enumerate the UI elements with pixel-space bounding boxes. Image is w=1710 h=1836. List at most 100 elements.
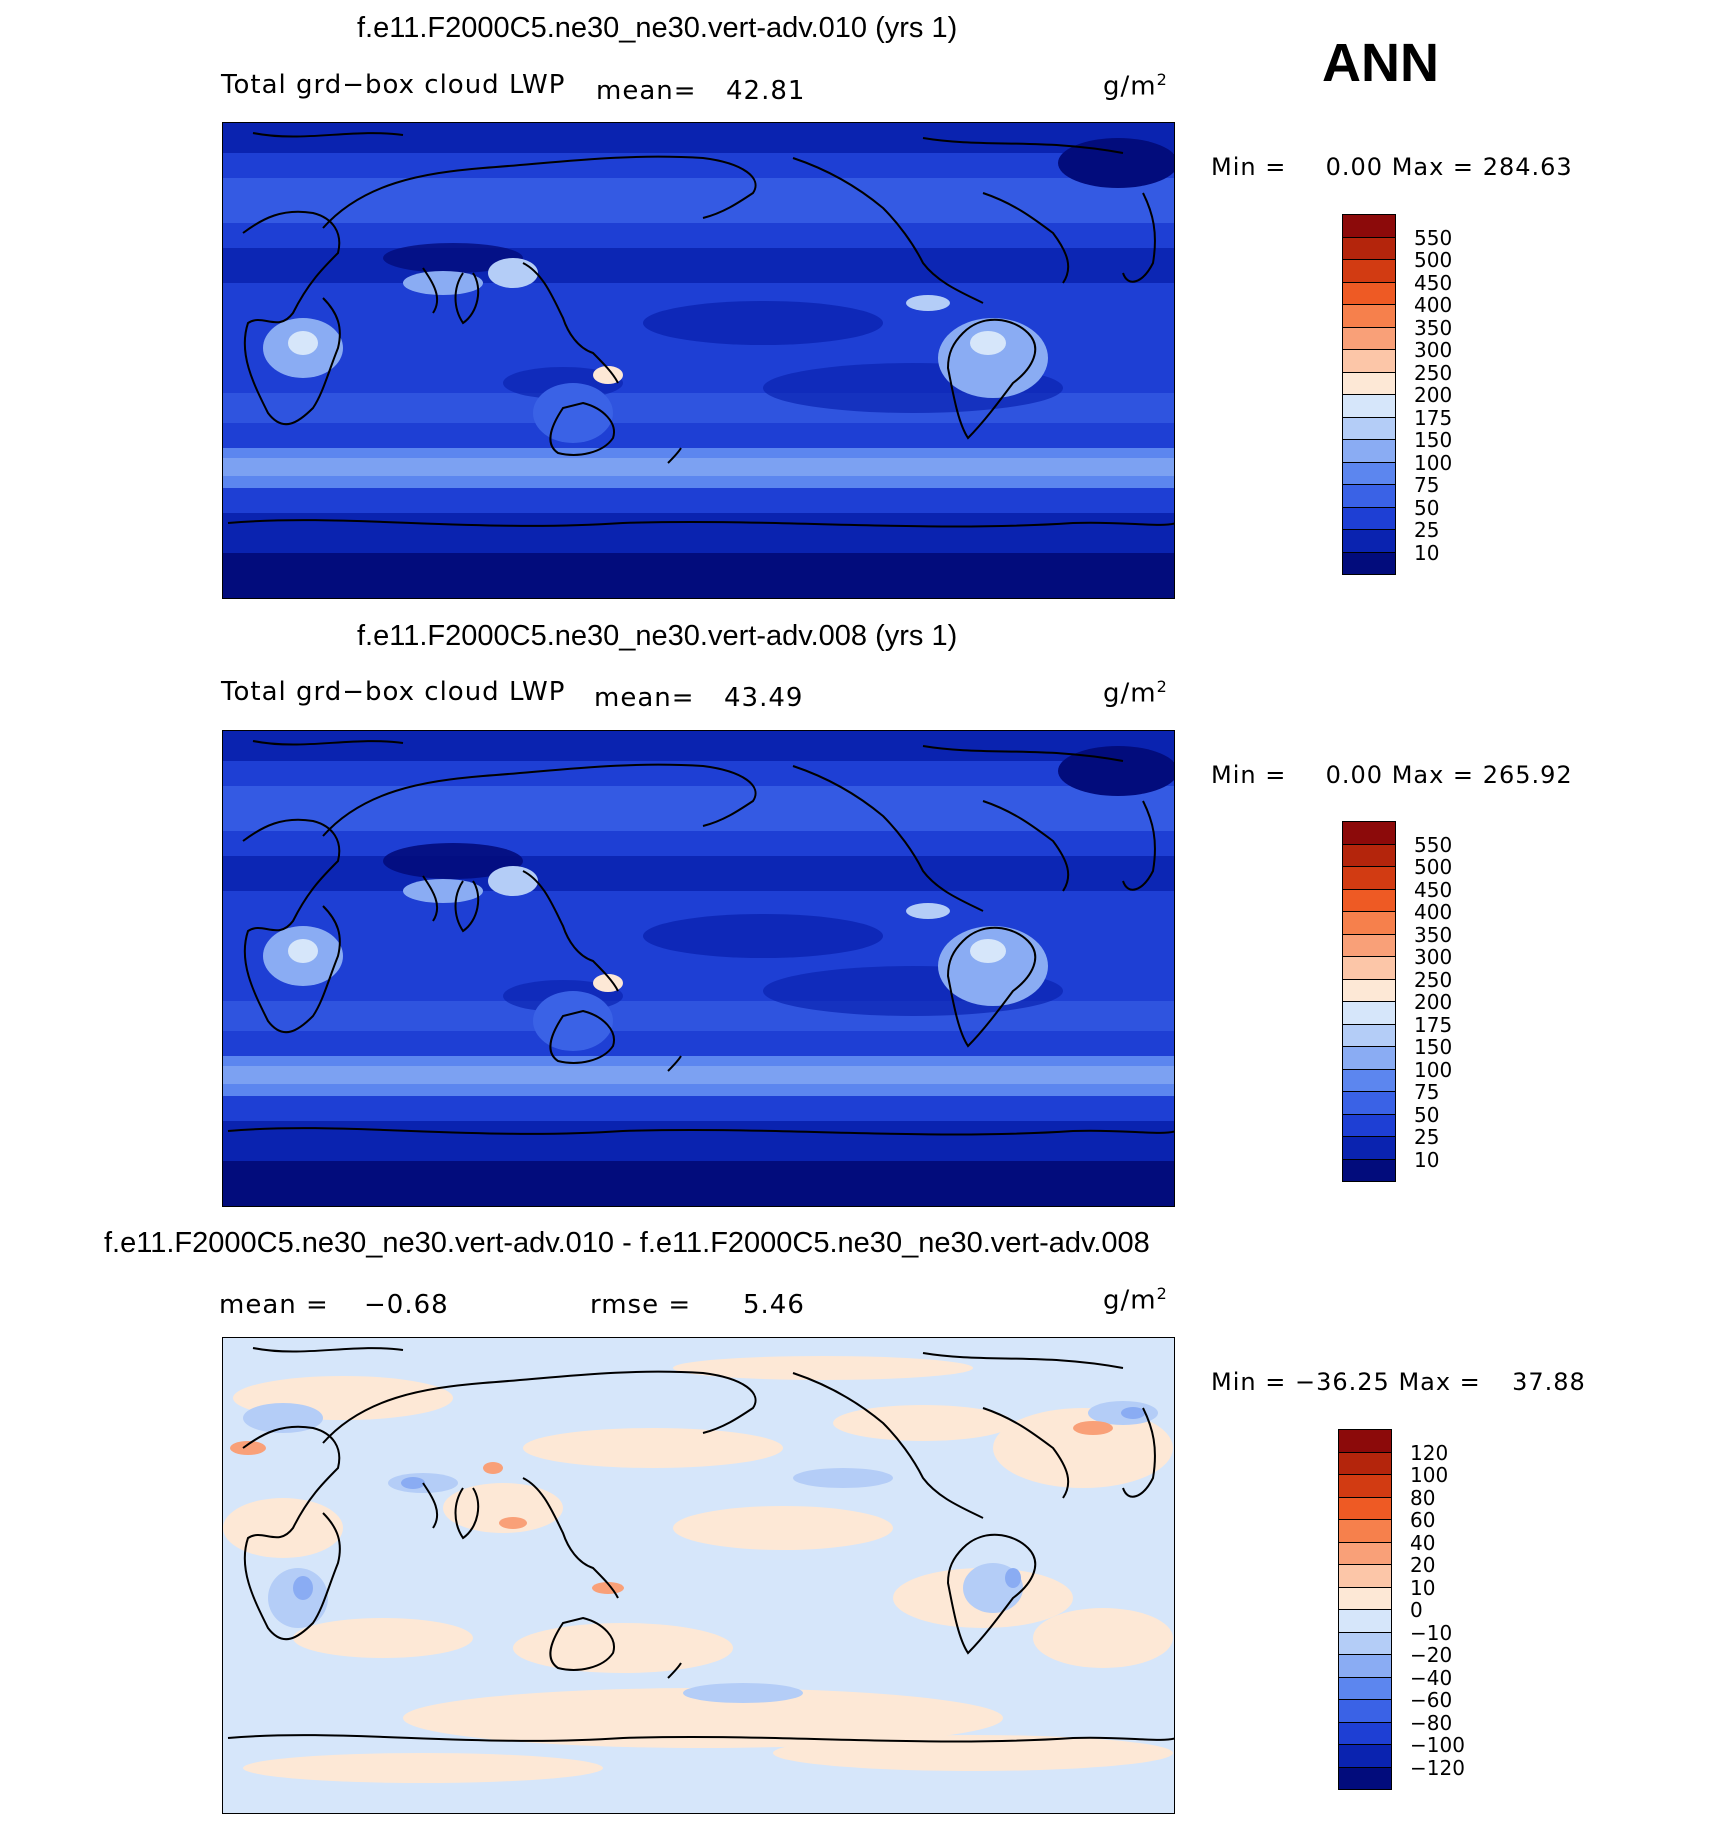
colorbar-tick-label: 10: [1414, 1147, 1440, 1172]
colorbar-swatch: [1338, 1676, 1392, 1700]
colorbar-tick-label: 500: [1414, 248, 1453, 272]
panel-2-mean-value: 43.49: [724, 683, 804, 713]
colorbar-tick-label: 40: [1410, 1530, 1436, 1555]
colorbar-swatch: [1342, 1158, 1396, 1182]
colorbar-swatch: [1342, 978, 1396, 1002]
panel-2-mean-label: mean=: [594, 683, 695, 713]
colorbar-tick-label: 80: [1410, 1485, 1436, 1510]
panel-1-map: [222, 122, 1175, 599]
colorbar-tick-label: 175: [1414, 405, 1453, 430]
colorbar-tick-label: 75: [1414, 473, 1440, 497]
colorbar-tick-label: 60: [1410, 1508, 1436, 1532]
colorbar-tick-label: 100: [1410, 1463, 1449, 1487]
colorbar-swatch: [1338, 1586, 1392, 1610]
colorbar-swatch: [1338, 1474, 1392, 1498]
panel-1-units: g/m2: [1103, 70, 1168, 102]
colorbar-swatch: [1342, 349, 1396, 373]
colorbar-swatch: [1342, 484, 1396, 508]
max-value: 265.92: [1482, 761, 1573, 789]
panel-1-variable: Total grd−box cloud LWP: [221, 70, 566, 100]
colorbar-tick-label: 175: [1414, 1012, 1453, 1037]
colorbar-swatch: [1342, 866, 1396, 890]
colorbar-tick-label: 400: [1414, 900, 1453, 924]
colorbar-swatch: [1342, 506, 1396, 530]
colorbar-swatch: [1338, 1609, 1392, 1633]
colorbar-tick-label: 300: [1414, 945, 1453, 969]
colorbar-swatch: [1338, 1541, 1392, 1565]
panel-2-variable: Total grd−box cloud LWP: [221, 677, 566, 707]
colorbar-swatch: [1342, 214, 1396, 238]
colorbar-swatch: [1342, 1023, 1396, 1047]
colorbar-tick-label: 250: [1414, 360, 1453, 385]
colorbar-swatch: [1342, 416, 1396, 440]
colorbar-swatch: [1342, 1136, 1396, 1160]
panel-1-map-svg: [223, 123, 1174, 598]
colorbar-swatch: [1338, 1519, 1392, 1543]
panel-3-mean-value: −0.68: [364, 1290, 449, 1320]
colorbar-swatch: [1342, 259, 1396, 283]
colorbar-tick-label: 150: [1414, 1035, 1453, 1059]
colorbar-tick-label: 350: [1414, 922, 1453, 947]
units-exponent: 2: [1156, 70, 1168, 89]
panel-1-colorbar: 550 500 450 400 350 300 250 200 175 150 100 75 50 25 1…: [1342, 214, 1452, 575]
panel-1-title: f.e11.F2000C5.ne30_ne30.vert-adv.010 (yr…: [357, 12, 958, 44]
panel-2-units: g/m2: [1103, 677, 1168, 709]
colorbar-tick-label: 550: [1414, 225, 1453, 250]
colorbar-swatch: [1342, 371, 1396, 395]
colorbar-swatch: [1342, 439, 1396, 463]
colorbar-tick-label: 0: [1410, 1598, 1423, 1622]
panel-3-map-svg: [223, 1338, 1174, 1813]
colorbar-swatch: [1338, 1496, 1392, 1520]
colorbar-tick-label: 550: [1414, 832, 1453, 857]
colorbar-tick-label: −20: [1410, 1643, 1453, 1667]
colorbar-swatch: [1342, 551, 1396, 575]
panel-1-mean-value: 42.81: [726, 76, 806, 106]
max-label: Max =: [1398, 1368, 1481, 1396]
min-value: 0.00: [1325, 761, 1384, 789]
units-exponent: 2: [1156, 1284, 1168, 1303]
panel-3-units: g/m2: [1103, 1284, 1168, 1316]
panel-2-title: f.e11.F2000C5.ne30_ne30.vert-adv.008 (yr…: [357, 620, 958, 652]
colorbar-tick-label: 100: [1414, 450, 1453, 475]
colorbar-swatch: [1342, 933, 1396, 957]
colorbar-swatch: [1342, 1001, 1396, 1025]
panel-3-mean-label: mean =: [219, 1290, 329, 1320]
panel-3-title: f.e11.F2000C5.ne30_ne30.vert-adv.010 - f…: [104, 1227, 1150, 1259]
colorbar-swatch: [1342, 956, 1396, 980]
colorbar-tick-label: 300: [1414, 338, 1453, 362]
min-label: Min =: [1211, 1368, 1287, 1396]
colorbar-swatch: [1342, 281, 1396, 305]
colorbar-swatch: [1338, 1429, 1392, 1453]
max-label: Max =: [1391, 153, 1475, 181]
min-label: Min =: [1211, 761, 1287, 789]
colorbar-swatch: [1338, 1564, 1392, 1588]
min-label: Min =: [1211, 153, 1287, 181]
colorbar-swatch: [1338, 1721, 1392, 1745]
colorbar-swatch: [1342, 304, 1396, 328]
panel-3-colorbar: 120 100 80 60 40 20 10 0 −10 −20 −40 −60 −80 −100 −120: [1338, 1429, 1465, 1790]
colorbar-tick-label: 150: [1414, 428, 1453, 452]
panel-2-colorbar: 550 500 450 400 350 300 250 200 175 150 100 75 50 25 1…: [1342, 821, 1452, 1182]
colorbar-tick-label: 400: [1414, 293, 1453, 317]
colorbar-swatch: [1338, 1766, 1392, 1790]
colorbar-swatch: [1342, 1068, 1396, 1092]
colorbar-tick-label: 50: [1414, 495, 1440, 520]
panel-2-map: [222, 730, 1175, 1207]
colorbar-swatch: [1342, 236, 1396, 260]
panel-3-map: [222, 1337, 1175, 1814]
panel-2-min-max: Min = 0.00 Max = 265.92: [1211, 761, 1573, 789]
colorbar-swatch: [1342, 1113, 1396, 1137]
units-text: g/m: [1103, 678, 1157, 709]
colorbar-tick-label: −40: [1410, 1665, 1453, 1690]
colorbar-swatch: [1338, 1744, 1392, 1768]
colorbar-swatch: [1342, 394, 1396, 418]
max-value: 37.88: [1512, 1368, 1586, 1396]
colorbar-tick-label: 20: [1410, 1553, 1436, 1577]
max-label: Max =: [1391, 761, 1475, 789]
season-label: ANN: [1322, 33, 1439, 93]
colorbar-tick-label: 200: [1414, 990, 1453, 1014]
units-text: g/m: [1103, 71, 1157, 102]
colorbar-swatch: [1342, 843, 1396, 867]
colorbar-tick-label: 10: [1410, 1575, 1436, 1600]
colorbar-tick-label: 100: [1414, 1057, 1453, 1082]
